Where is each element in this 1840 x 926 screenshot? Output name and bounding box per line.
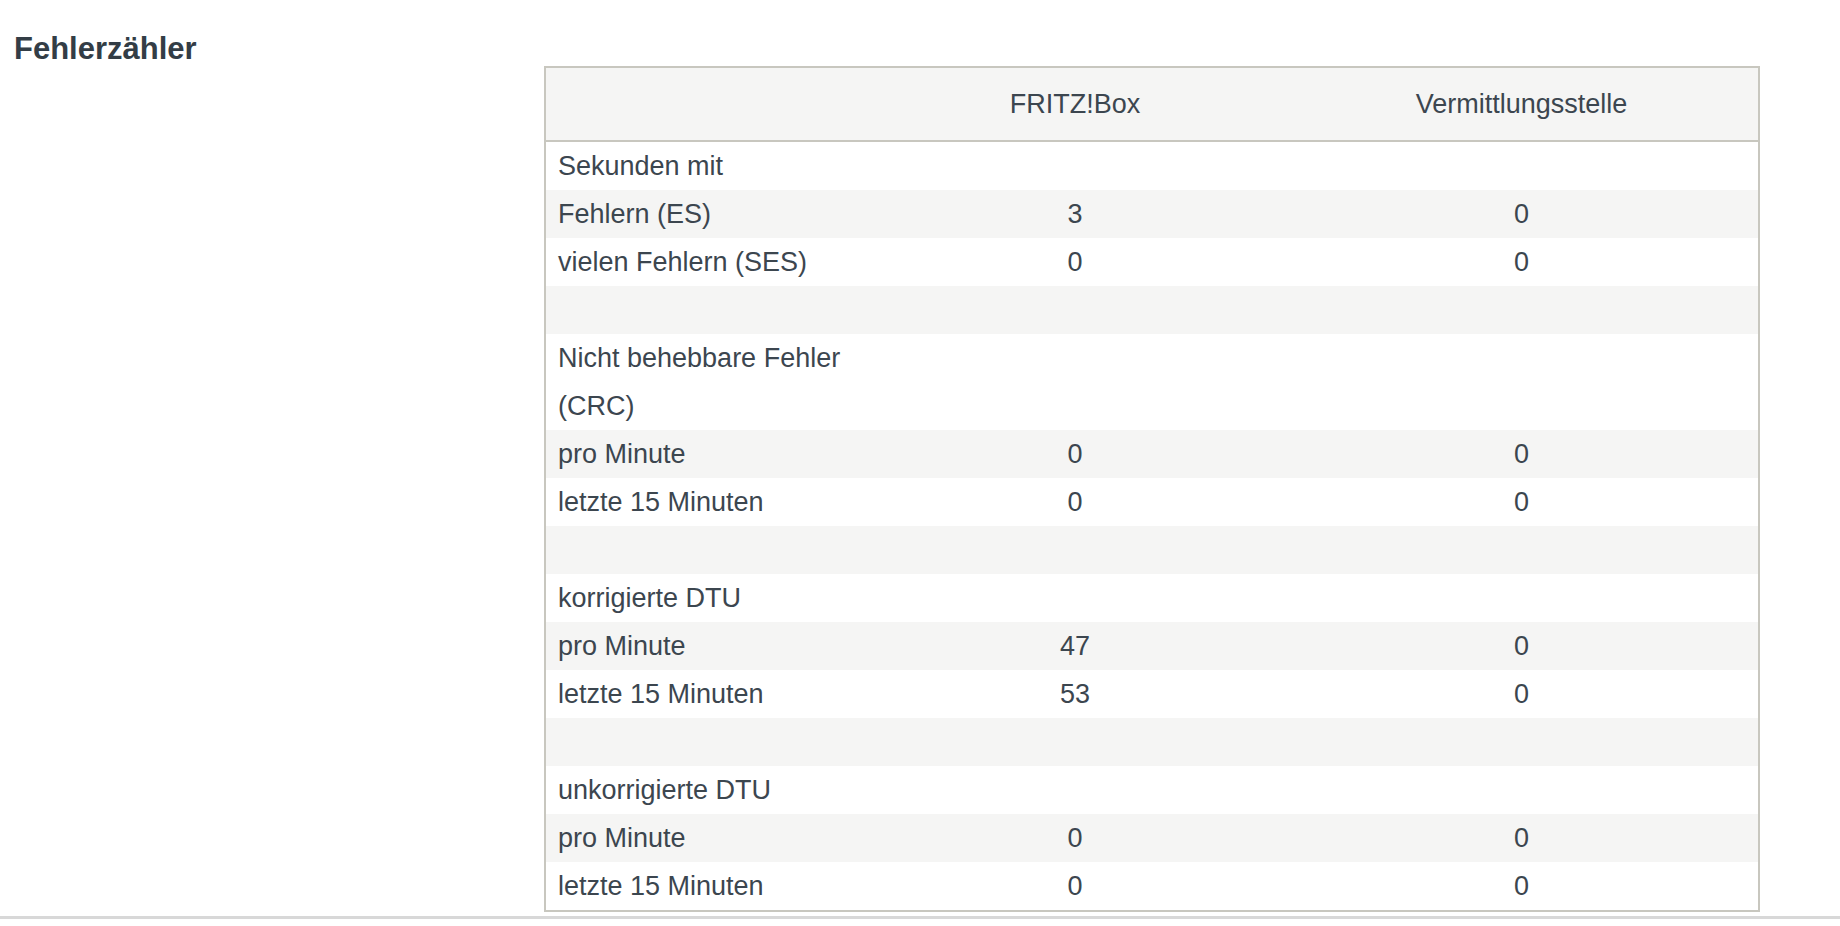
- table-row: pro Minute470: [545, 622, 1759, 670]
- table-row: unkorrigierte DTU: [545, 766, 1759, 814]
- fritzbox-value: 0: [865, 478, 1285, 526]
- fritzbox-value: [865, 141, 1285, 190]
- table-row: pro Minute00: [545, 430, 1759, 478]
- row-label: pro Minute: [545, 814, 865, 862]
- row-label: [545, 718, 865, 766]
- vermittlungsstelle-value: 0: [1285, 238, 1759, 286]
- row-label: letzte 15 Minuten: [545, 862, 865, 911]
- fritzbox-value: [865, 526, 1285, 574]
- table-row: vielen Fehlern (SES)00: [545, 238, 1759, 286]
- footer-divider: [0, 916, 1840, 919]
- fritzbox-value: 47: [865, 622, 1285, 670]
- column-header-fritzbox: FRITZ!Box: [865, 67, 1285, 141]
- vermittlungsstelle-value: 0: [1285, 190, 1759, 238]
- vermittlungsstelle-value: 0: [1285, 862, 1759, 911]
- vermittlungsstelle-value: 0: [1285, 814, 1759, 862]
- table-body: Sekunden mitFehlern (ES)30vielen Fehlern…: [545, 141, 1759, 911]
- fritzbox-value: 0: [865, 430, 1285, 478]
- vermittlungsstelle-value: 0: [1285, 670, 1759, 718]
- column-header-label: [545, 67, 865, 141]
- table-row: letzte 15 Minuten00: [545, 862, 1759, 911]
- table-row: letzte 15 Minuten00: [545, 478, 1759, 526]
- vermittlungsstelle-value: [1285, 766, 1759, 814]
- table-row: korrigierte DTU: [545, 574, 1759, 622]
- row-label: letzte 15 Minuten: [545, 670, 865, 718]
- vermittlungsstelle-value: [1285, 334, 1759, 430]
- row-label: Fehlern (ES): [545, 190, 865, 238]
- row-label: korrigierte DTU: [545, 574, 865, 622]
- table-row: [545, 718, 1759, 766]
- vermittlungsstelle-value: [1285, 286, 1759, 334]
- fritzbox-value: [865, 718, 1285, 766]
- fritzbox-value: 0: [865, 814, 1285, 862]
- vermittlungsstelle-value: [1285, 141, 1759, 190]
- table-header: FRITZ!Box Vermittlungsstelle: [545, 67, 1759, 141]
- header-row: FRITZ!Box Vermittlungsstelle: [545, 67, 1759, 141]
- table-row: pro Minute00: [545, 814, 1759, 862]
- vermittlungsstelle-value: [1285, 718, 1759, 766]
- row-label: vielen Fehlern (SES): [545, 238, 865, 286]
- table-row: letzte 15 Minuten530: [545, 670, 1759, 718]
- vermittlungsstelle-value: [1285, 574, 1759, 622]
- vermittlungsstelle-value: 0: [1285, 478, 1759, 526]
- fritzbox-value: [865, 334, 1285, 430]
- fritzbox-value: 0: [865, 862, 1285, 911]
- table-row: Sekunden mit: [545, 141, 1759, 190]
- fritzbox-value: 53: [865, 670, 1285, 718]
- fritzbox-value: [865, 574, 1285, 622]
- vermittlungsstelle-value: [1285, 526, 1759, 574]
- table-row: [545, 526, 1759, 574]
- row-label: Sekunden mit: [545, 141, 865, 190]
- row-label: letzte 15 Minuten: [545, 478, 865, 526]
- row-label: Nicht behebbare Fehler (CRC): [545, 334, 865, 430]
- column-header-vermittlungsstelle: Vermittlungsstelle: [1285, 67, 1759, 141]
- row-label: [545, 286, 865, 334]
- row-label: unkorrigierte DTU: [545, 766, 865, 814]
- fritzbox-value: 0: [865, 238, 1285, 286]
- fritzbox-value: [865, 286, 1285, 334]
- vermittlungsstelle-value: 0: [1285, 622, 1759, 670]
- error-counter-table: FRITZ!Box Vermittlungsstelle Sekunden mi…: [544, 66, 1760, 912]
- row-label: [545, 526, 865, 574]
- table-row: Fehlern (ES)30: [545, 190, 1759, 238]
- row-label: pro Minute: [545, 622, 865, 670]
- fritzbox-value: 3: [865, 190, 1285, 238]
- table-row: [545, 286, 1759, 334]
- row-label: pro Minute: [545, 430, 865, 478]
- page-title: Fehlerzähler: [14, 30, 197, 68]
- table-row: Nicht behebbare Fehler (CRC): [545, 334, 1759, 430]
- fritzbox-value: [865, 766, 1285, 814]
- vermittlungsstelle-value: 0: [1285, 430, 1759, 478]
